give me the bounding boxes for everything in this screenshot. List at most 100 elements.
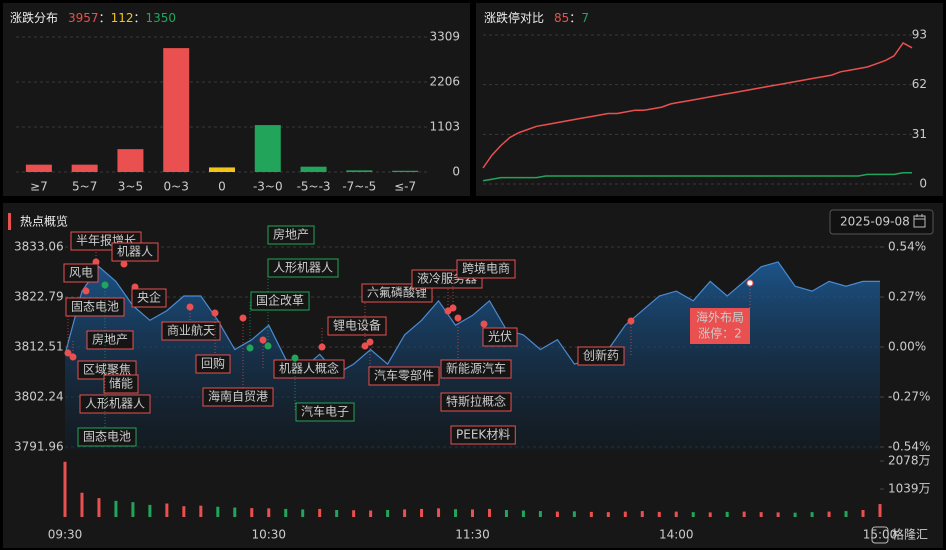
tag-label: 机器人 [117, 245, 153, 259]
tag-box [111, 242, 159, 262]
y-tick-label: 3833.06 [14, 240, 64, 254]
y-tick-label: 1039万 [888, 482, 931, 496]
down-count: 1350 [146, 11, 177, 25]
bar [300, 166, 327, 172]
volume-bar [199, 505, 203, 517]
tag-box [368, 366, 440, 386]
tag-label: 储能 [109, 376, 133, 391]
bar [346, 170, 373, 172]
x-tick-label: 3~5 [118, 180, 143, 194]
tag-label: PEEK材料 [456, 428, 510, 442]
y-tick-label: 62 [912, 77, 927, 91]
y2-tick-label: -0.27% [888, 390, 930, 404]
up-count: 3957 [68, 11, 99, 25]
tag-label: 风电 [69, 266, 93, 280]
tag-label: 商业航天 [167, 323, 215, 338]
panel-title: 热点概览 [20, 214, 68, 229]
panel-header: 涨跌停对比 85：7 [484, 10, 589, 25]
flat-count: 112 [111, 11, 134, 25]
tag-box [131, 288, 167, 308]
tag-label: 回购 [201, 356, 225, 371]
tag-label: 跨境电商 [462, 261, 510, 276]
separator: ： [133, 11, 145, 25]
bar [117, 149, 144, 172]
tag-dot [318, 343, 326, 351]
tag-box [482, 327, 518, 347]
tag-label: 国企改革 [256, 293, 304, 308]
tag-dot [627, 317, 635, 325]
tag-box [79, 394, 151, 414]
tag-box [86, 330, 134, 350]
tag-box [161, 321, 221, 341]
x-tick-label: -5~-3 [297, 180, 331, 194]
volume-bar [623, 511, 627, 517]
y-tick-label: 3309 [429, 30, 460, 44]
volume-bar [776, 512, 780, 517]
separator: ： [99, 11, 111, 25]
limit-up-count: 85 [554, 11, 569, 25]
tag-label: 固态电池 [83, 430, 131, 444]
volume-bar [369, 510, 373, 517]
x-tick-label: 0~3 [164, 180, 189, 194]
bar [163, 48, 190, 172]
volume-bar [793, 512, 797, 517]
volume-bar [301, 509, 305, 517]
tag-box [250, 291, 310, 311]
tag-box [450, 425, 516, 445]
tag-dot [211, 309, 219, 317]
volume-bar [640, 511, 644, 517]
volume-bar [878, 504, 882, 517]
tag-label: 房地产 [92, 332, 128, 347]
tag-box [577, 346, 625, 366]
x-tick-label: -7~-5 [342, 180, 376, 194]
tag-dot [246, 344, 254, 352]
x-tick-label: 10:30 [251, 528, 286, 542]
tag-dot [291, 354, 299, 362]
date: 2025-09-08 [840, 215, 910, 229]
y2-tick-label: 0.27% [888, 290, 926, 304]
tag-box [273, 359, 345, 379]
x-tick-label: 0 [218, 180, 226, 194]
tag-dot [746, 279, 754, 287]
tag-dot [120, 260, 128, 268]
volume-bar [555, 511, 559, 517]
calendar-icon [913, 214, 926, 228]
volume-bar [572, 511, 576, 517]
bar [254, 125, 281, 172]
tag-dot [444, 307, 452, 315]
tag-box [77, 427, 137, 447]
tag-label: 人形机器人 [85, 397, 145, 411]
date-picker[interactable] [829, 209, 934, 235]
title: 涨跌分布 [10, 10, 58, 25]
separator: ： [569, 11, 581, 25]
tag-label: 汽车电子 [301, 404, 349, 419]
volume-bar [725, 511, 729, 517]
tag-dot [82, 287, 90, 295]
y-tick-label: 3822.79 [14, 289, 64, 303]
volume-bar [759, 512, 763, 517]
bar [392, 170, 419, 172]
volume-bar [454, 509, 458, 517]
x-tick-label: 09:30 [48, 528, 83, 542]
y-tick-label: 3791.96 [14, 440, 64, 454]
volume-bar [318, 508, 322, 517]
volume-bar [471, 509, 474, 517]
x-tick-label: 5~7 [72, 180, 97, 194]
volume-bar [182, 506, 186, 517]
y-tick-label: 2078万 [888, 454, 931, 468]
volume-bar [97, 498, 101, 517]
tag-label: 房地产 [273, 227, 309, 242]
volume-bar [861, 509, 865, 517]
tag-label: 固态电池 [71, 300, 119, 314]
volume-bar [63, 461, 67, 517]
volume-bar [233, 507, 237, 517]
volume-bar [165, 503, 169, 517]
tag-detail: 涨停：2 [698, 326, 742, 341]
volume-bar [131, 502, 135, 517]
tag-box [65, 297, 125, 317]
tag-dot [449, 304, 457, 312]
tag-dot [101, 281, 109, 289]
tag-dot [239, 314, 247, 322]
tag-label: 创新药 [583, 348, 619, 363]
tag-dot [480, 320, 488, 328]
